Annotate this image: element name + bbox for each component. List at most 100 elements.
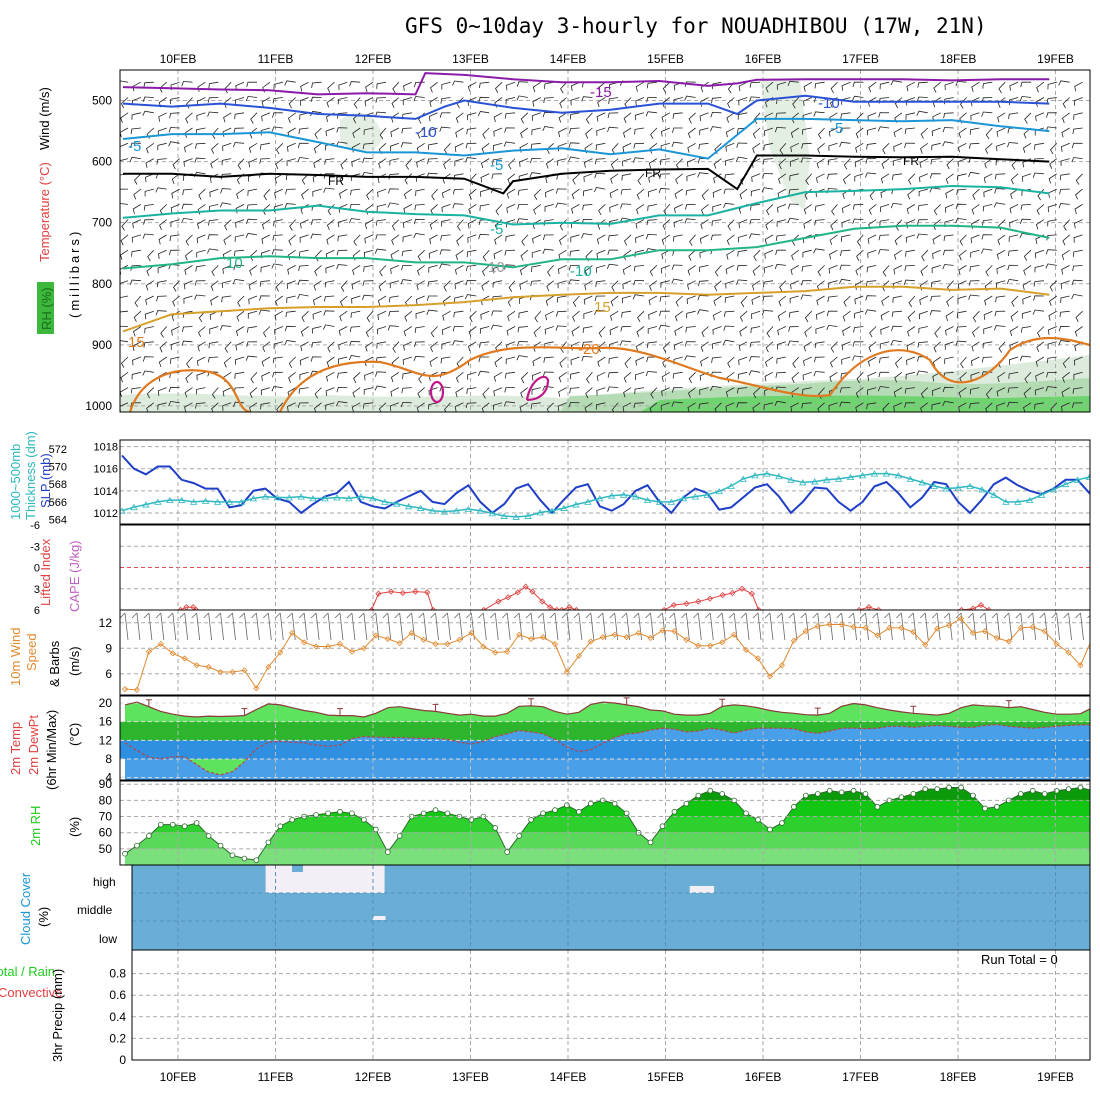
wind-barb: [441, 219, 451, 227]
wind-barb: [724, 173, 735, 180]
wind-barb: [259, 295, 270, 301]
thickness-label-2: 1000~500mb: [8, 444, 23, 520]
lifted-index-marker: [539, 598, 546, 605]
wind-barb: [132, 204, 142, 214]
wind-barb: [453, 310, 464, 318]
wind-barb: [298, 265, 309, 272]
wind10m-barb: [1003, 612, 1013, 641]
wind-barb: [376, 341, 387, 349]
wind-barb: [324, 280, 335, 288]
wind-barb: [906, 81, 916, 92]
lifted-index-marker: [729, 589, 736, 597]
contour-label: -5: [128, 138, 141, 155]
wind-barb: [864, 309, 877, 315]
wind-barb: [684, 95, 696, 101]
rh-marker: [850, 787, 857, 794]
wind-barb: [904, 265, 915, 271]
wind-barb: [635, 234, 645, 244]
wind-barb: [1046, 112, 1057, 118]
wind-barb: [260, 265, 270, 273]
wind-barb: [504, 112, 516, 119]
wind-barb: [493, 371, 503, 382]
wind-barb: [286, 142, 296, 152]
wind-barb: [131, 249, 141, 257]
wind-barb: [972, 310, 980, 323]
contour-label: -10: [570, 263, 592, 280]
wind-barb: [365, 326, 374, 338]
wind-barb: [996, 127, 1006, 137]
wind-barb: [855, 387, 864, 398]
wind-barb: [738, 356, 748, 366]
wind-barb: [454, 158, 464, 167]
wind10m-barb: [418, 612, 427, 641]
upper-grid: [120, 70, 1090, 412]
thickness-marker: [249, 495, 258, 502]
wind-barb: [170, 204, 180, 213]
wind-barb: [996, 387, 1006, 397]
wind-barb: [379, 127, 387, 140]
wind-barb: [855, 265, 864, 276]
thickness-marker: [906, 475, 914, 482]
wind-barb: [662, 341, 671, 353]
wind-barb: [827, 158, 838, 166]
wind-barb: [841, 204, 851, 214]
wind-barb: [904, 387, 915, 394]
wind-barb: [971, 341, 980, 352]
thickness-label: Thickness (dm): [23, 431, 38, 520]
wind-barb: [132, 341, 142, 351]
wind-barb: [129, 279, 141, 285]
wind10m-marker: [647, 634, 654, 642]
wind-barb: [880, 326, 890, 335]
wind-barb: [969, 265, 980, 272]
wind-barb: [532, 234, 541, 244]
wind-barb: [804, 326, 812, 337]
wind10m-barb: [824, 612, 834, 641]
wind-barb: [312, 188, 322, 197]
wind-barb: [778, 295, 787, 307]
wind-barb: [403, 188, 413, 200]
wind10m-marker: [456, 636, 463, 643]
wind-barb: [194, 280, 206, 286]
thickness-marker: [667, 498, 676, 505]
wind-barb: [168, 249, 180, 256]
wind-barb: [416, 280, 425, 291]
wind10m-marker: [599, 634, 606, 641]
wind-barb: [645, 233, 657, 240]
rh-marker: [241, 855, 248, 862]
wind-barb: [649, 142, 658, 154]
thickness-marker: [703, 491, 711, 498]
wind-barb: [596, 265, 606, 273]
wind-barb: [752, 142, 761, 154]
wind-barb: [530, 142, 541, 150]
wind-barb: [929, 173, 941, 179]
wind-barb: [917, 219, 928, 225]
wind-barb: [920, 387, 929, 399]
wind-barb: [479, 204, 490, 211]
wind-barb: [340, 295, 348, 307]
wind-barb: [620, 188, 632, 195]
wind-barb: [685, 326, 696, 333]
run-total-label: Run Total = 0: [981, 952, 1058, 967]
wind-barb: [942, 386, 954, 393]
wind-barb: [520, 387, 529, 398]
wind10m-marker: [946, 622, 953, 629]
wind10m-barb: [478, 612, 487, 641]
wind10m-marker: [336, 640, 344, 648]
wind-barb: [413, 96, 425, 102]
wind10m-barb: [406, 612, 416, 641]
wind-barb: [313, 280, 322, 291]
wind-barb: [699, 234, 709, 244]
wind-barb: [607, 386, 619, 392]
wind-barb: [710, 126, 722, 132]
thickness-marker: [536, 509, 544, 516]
wind-barb: [351, 158, 361, 167]
wind-barb: [1009, 204, 1019, 214]
slp-line: [121, 454, 1090, 515]
wind-barb: [996, 142, 1006, 152]
wind-barb: [313, 402, 322, 412]
thickness-marker: [584, 498, 592, 505]
wind-barb: [375, 97, 387, 103]
wind-barb: [646, 81, 657, 89]
rh-marker: [958, 784, 964, 791]
temp-grid: [120, 696, 1090, 780]
